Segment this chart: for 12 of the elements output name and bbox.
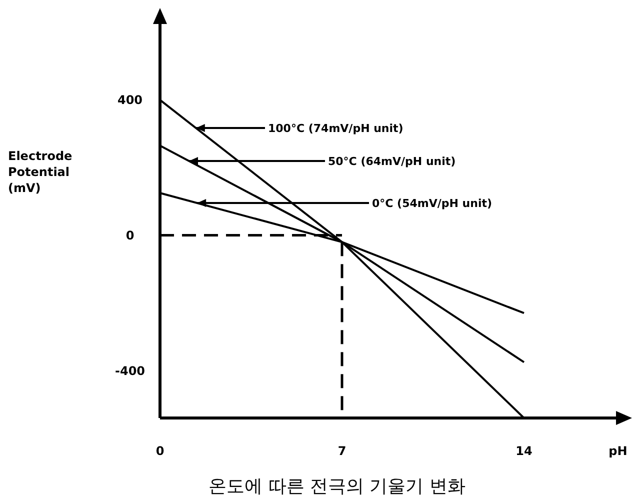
x-tick-label: 7 bbox=[338, 444, 346, 458]
x-axis-title: pH bbox=[608, 444, 628, 458]
y-tick-label: 0 bbox=[126, 228, 134, 242]
legend-label: 0°C (54mV/pH unit) bbox=[372, 196, 492, 210]
x-tick-label: 14 bbox=[516, 444, 532, 458]
legend-label: 100°C (74mV/pH unit) bbox=[268, 122, 404, 135]
y-tick-label: -400 bbox=[114, 364, 146, 378]
legend-label: 50°C (64mV/pH unit) bbox=[328, 154, 456, 168]
text: 온도에 따른 전극의 기울기 변화 bbox=[208, 476, 466, 497]
x-tick-label: 0 bbox=[156, 444, 164, 458]
y-axis-title: Electrode Potential (mV) bbox=[8, 149, 72, 195]
y-tick-label: 400 bbox=[117, 93, 143, 108]
